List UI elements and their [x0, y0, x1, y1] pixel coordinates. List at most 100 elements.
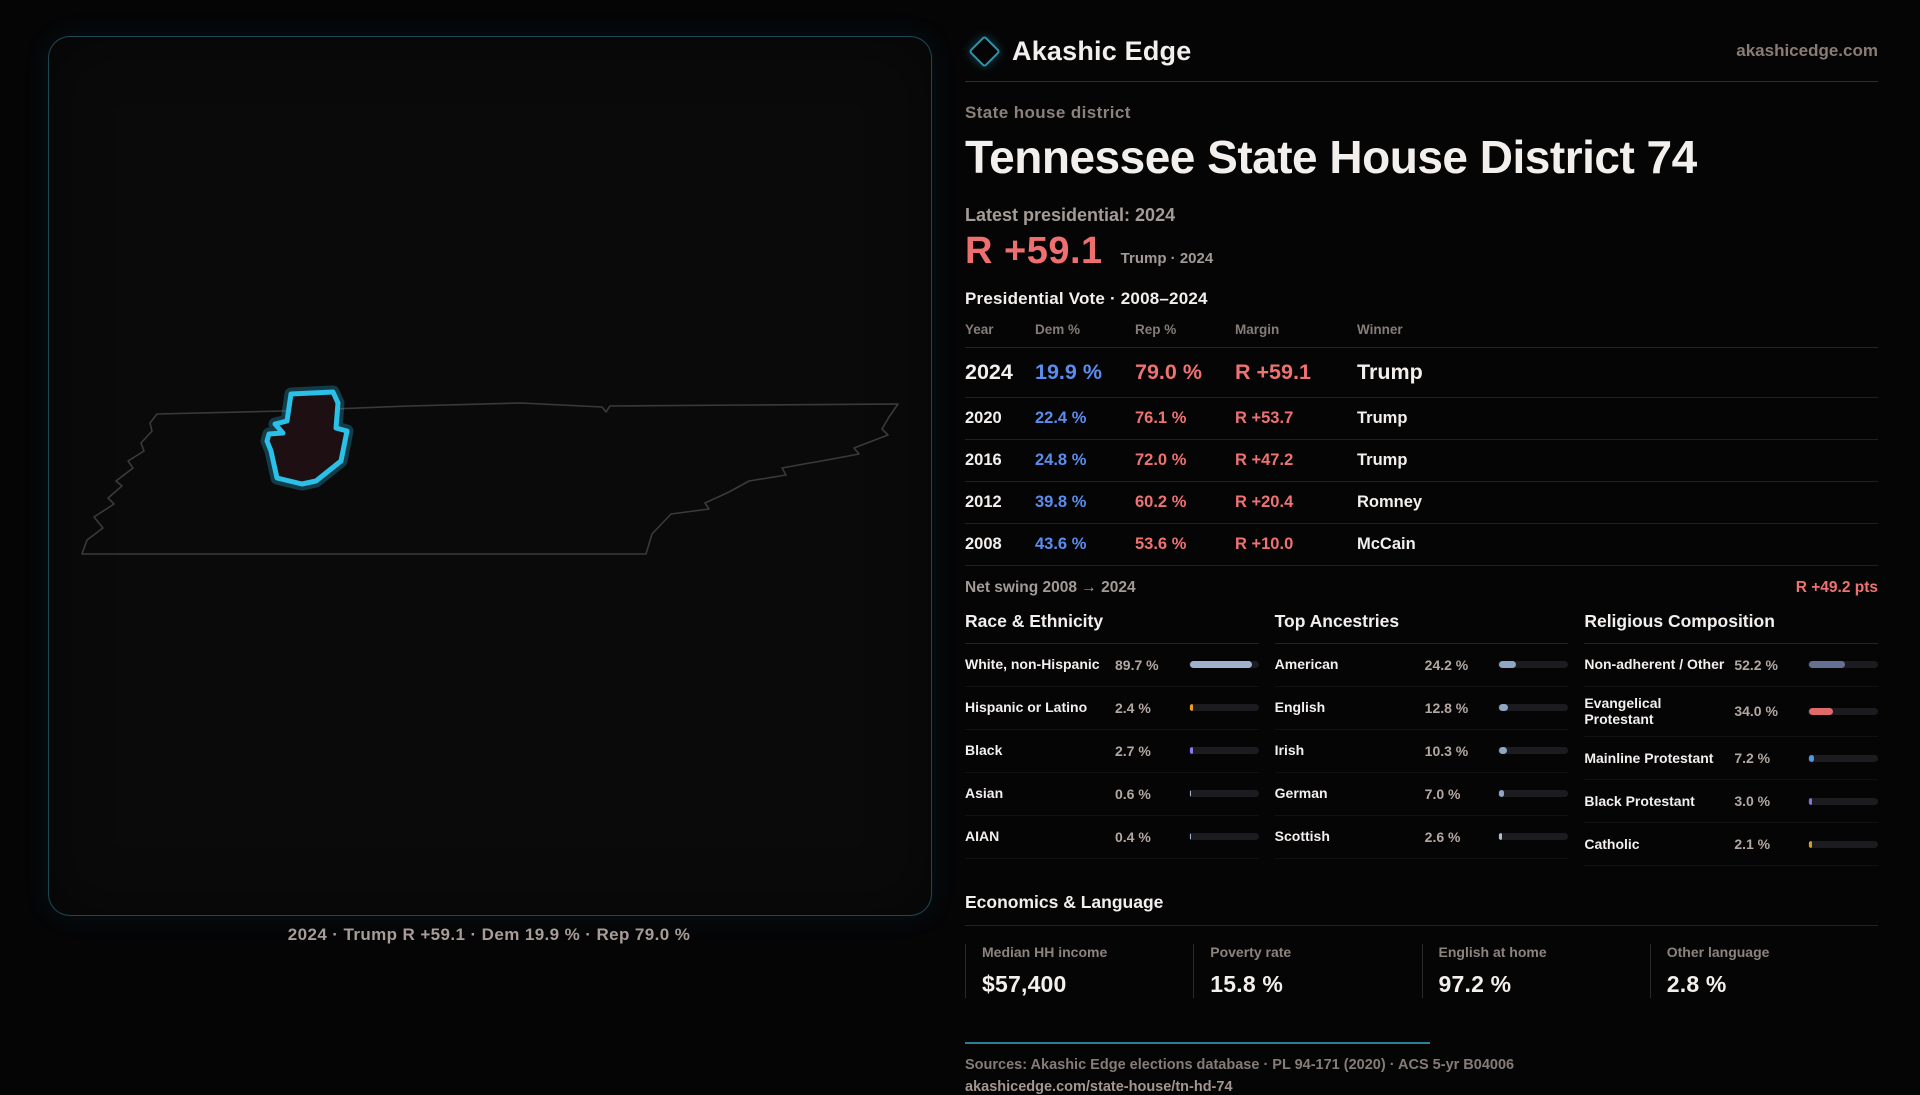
vote-winner: Trump — [1357, 360, 1878, 385]
demo-value: 2.1 % — [1734, 836, 1808, 852]
economics-title: Economics & Language — [965, 892, 1878, 926]
demo-bar-fill — [1499, 661, 1516, 668]
kicker-label: State house district — [965, 103, 1878, 123]
econ-stat-label: Other language — [1667, 944, 1770, 960]
vote-rep-pct: 53.6 % — [1135, 535, 1235, 554]
map-panel — [48, 36, 932, 916]
demo-value: 2.6 % — [1425, 829, 1499, 845]
demo-bar-fill — [1190, 747, 1193, 754]
economics-stats: Median HH income $57,400 Poverty rate 15.8 … — [965, 944, 1878, 998]
econ-stat-value: $57,400 — [982, 971, 1193, 998]
vote-year: 2008 — [965, 535, 1035, 554]
demo-label: AIAN — [965, 828, 1115, 845]
demo-bar-track — [1498, 747, 1568, 754]
headline-margin-value: R +59.1 — [965, 230, 1103, 273]
net-swing-row: Net swing 2008 → 2024 R +49.2 pts — [965, 566, 1878, 597]
demo-label: German — [1275, 785, 1425, 802]
demo-bar-fill — [1809, 708, 1833, 715]
diamond-logo-icon — [968, 35, 1001, 68]
ancestries-title: Top Ancestries — [1275, 611, 1569, 644]
vote-col-Margin: Margin — [1235, 322, 1357, 337]
vote-table-title: Presidential Vote · 2008–2024 — [965, 289, 1878, 309]
demo-bar-track — [1808, 661, 1878, 668]
demo-label: Catholic — [1584, 836, 1734, 853]
brand-domain-link[interactable]: akashicedge.com — [1736, 41, 1878, 61]
demo-label: Black — [965, 742, 1115, 759]
econ-stat-value: 2.8 % — [1667, 971, 1878, 998]
econ-stat: Median HH income $57,400 — [965, 944, 1193, 998]
demo-value: 2.4 % — [1115, 700, 1189, 716]
vote-year: 2016 — [965, 451, 1035, 470]
vote-rep-pct: 72.0 % — [1135, 451, 1235, 470]
net-swing-label: Net swing 2008 → 2024 — [965, 579, 1136, 597]
demo-value: 0.6 % — [1115, 786, 1189, 802]
vote-rep-pct: 79.0 % — [1135, 360, 1235, 385]
latest-presidential-label: Latest presidential: 2024 — [965, 205, 1878, 226]
econ-stat-label: Median HH income — [982, 944, 1107, 960]
vote-dem-pct: 39.8 % — [1035, 493, 1135, 512]
demo-value: 7.0 % — [1425, 786, 1499, 802]
brand-header: Akashic Edge akashicedge.com — [965, 30, 1878, 72]
demo-bar-track — [1498, 661, 1568, 668]
demo-label: Mainline Protestant — [1584, 750, 1734, 767]
econ-stat-label: Poverty rate — [1210, 944, 1291, 960]
demo-bar-track — [1808, 708, 1878, 715]
permalink[interactable]: akashicedge.com/state-house/tn-hd-74 — [965, 1079, 1878, 1095]
district-report: Akashic Edge akashicedge.com State house… — [965, 30, 1878, 1095]
demo-value: 89.7 % — [1115, 657, 1189, 673]
vote-dem-pct: 22.4 % — [1035, 409, 1135, 428]
demo-bar-fill — [1499, 833, 1502, 840]
footer: Sources: Akashic Edge elections database… — [965, 1042, 1878, 1095]
vote-winner: Trump — [1357, 451, 1878, 470]
demo-bar-fill — [1190, 704, 1193, 711]
demo-bar-fill — [1809, 755, 1814, 762]
header-divider — [965, 81, 1878, 82]
demo-label: Hispanic or Latino — [965, 699, 1115, 716]
demo-label: English — [1275, 699, 1425, 716]
tennessee-map — [49, 37, 931, 915]
vote-col-Dem %: Dem % — [1035, 322, 1135, 337]
demo-value: 12.8 % — [1425, 700, 1499, 716]
demo-bar-track — [1498, 833, 1568, 840]
demo-bar-fill — [1809, 841, 1812, 848]
demo-value: 34.0 % — [1734, 703, 1808, 719]
demo-label: Non-adherent / Other — [1584, 656, 1734, 673]
demo-bar-fill — [1190, 661, 1253, 668]
demo-bar-fill — [1809, 798, 1812, 805]
vote-dem-pct: 19.9 % — [1035, 360, 1135, 385]
demo-bar-track — [1808, 798, 1878, 805]
econ-stat-value: 15.8 % — [1210, 971, 1421, 998]
vote-col-Rep %: Rep % — [1135, 322, 1235, 337]
demo-label: Irish — [1275, 742, 1425, 759]
vote-col-Year: Year — [965, 322, 1035, 337]
demo-label: Scottish — [1275, 828, 1425, 845]
map-caption: 2024 · Trump R +59.1 · Dem 19.9 % · Rep … — [48, 925, 930, 945]
vote-margin: R +53.7 — [1235, 409, 1357, 428]
demo-value: 2.7 % — [1115, 743, 1189, 759]
demo-value: 7.2 % — [1734, 750, 1808, 766]
headline-margin-block: R +59.1 Trump · 2024 — [965, 230, 1878, 273]
econ-stat: Poverty rate 15.8 % — [1193, 944, 1421, 998]
race-title: Race & Ethnicity — [965, 611, 1259, 644]
demo-label: American — [1275, 656, 1425, 673]
